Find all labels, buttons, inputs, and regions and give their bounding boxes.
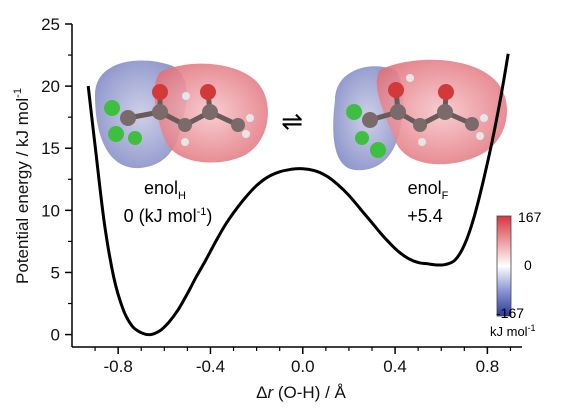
- enol-f-molecule-illustration: [333, 59, 507, 171]
- colorbar-unit-text: kJ mol: [490, 324, 528, 339]
- enol-h-molecule-illustration: [95, 60, 268, 169]
- enol-f-energy-label: +5.4: [407, 206, 443, 226]
- x-tick-label: -0.4: [196, 357, 225, 376]
- enol-h-energy-unit-sup: -1: [197, 206, 207, 218]
- enol-h-atoms: [104, 84, 254, 146]
- enol-f-label-subscript: F: [442, 190, 449, 202]
- x-axis-title-delta: Δ: [256, 383, 267, 402]
- colorbar-mid-label: 0: [524, 257, 532, 273]
- colorbar-min-label: -167: [496, 305, 524, 321]
- x-axis-title: Δr (O-H) / Å: [256, 383, 346, 402]
- enol-h-label: enolH: [144, 178, 186, 202]
- colorbar: 167 0 -167 kJ mol-1: [490, 209, 542, 339]
- enol-h-energy-close: ): [206, 206, 212, 226]
- y-ticks: 0 5 10 15 20 25: [41, 15, 72, 345]
- y-axis-title-sup: -1: [12, 88, 24, 98]
- y-tick-label: 20: [41, 77, 60, 96]
- y-tick-label: 5: [51, 263, 60, 282]
- enol-h-energy-value: 0 (kJ mol: [124, 206, 197, 226]
- x-ticks: -0.8 -0.4 0.0 0.4 0.8: [94, 347, 512, 376]
- y-tick-label: 0: [51, 326, 60, 345]
- colorbar-unit-sup: -1: [528, 323, 536, 333]
- y-tick-label: 25: [41, 15, 60, 34]
- y-tick-label: 10: [41, 201, 60, 220]
- x-tick-label: -0.8: [104, 357, 133, 376]
- x-axis-title-rest: (O-H) / Å: [273, 383, 346, 402]
- x-tick-label: 0.0: [291, 357, 315, 376]
- x-tick-label: 0.8: [476, 357, 500, 376]
- y-axis-title: Potential energy / kJ mol-1: [12, 88, 32, 284]
- colorbar-unit: kJ mol-1: [490, 323, 536, 339]
- x-tick-label: 0.4: [383, 357, 407, 376]
- axes: [71, 24, 522, 348]
- colorbar-max-label: 167: [518, 209, 542, 225]
- enol-h-label-subscript: H: [178, 190, 186, 202]
- y-tick-label: 15: [41, 139, 60, 158]
- potential-energy-curve: [86, 53, 510, 337]
- enol-f-label: enolF: [408, 178, 449, 202]
- enol-h-energy-label: 0 (kJ mol-1): [124, 206, 213, 226]
- enol-f-atoms: [346, 74, 488, 158]
- enol-f-label-name: enol: [408, 178, 442, 198]
- equilibrium-arrows: ⇌: [281, 107, 303, 137]
- x-axis-title-r: r: [267, 383, 274, 402]
- y-axis-title-main: Potential energy / kJ mol: [13, 98, 32, 284]
- enol-h-label-name: enol: [144, 178, 178, 198]
- colorbar-gradient: [496, 215, 512, 317]
